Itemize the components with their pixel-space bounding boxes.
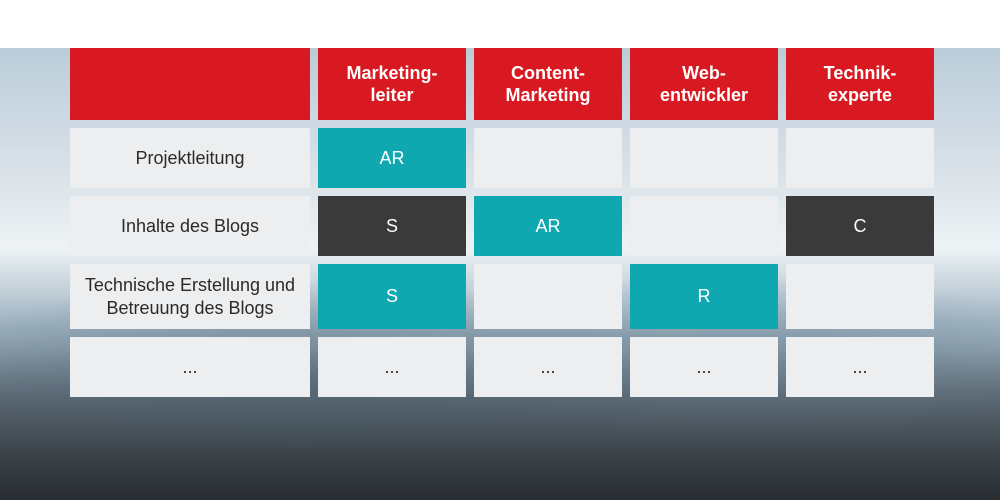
value-cell-r1-c2 <box>630 196 778 256</box>
header-col-2: Content- Marketing <box>474 48 622 120</box>
value-cell-r2-c3 <box>786 264 934 329</box>
raci-matrix: Marketing- leiterContent- MarketingWeb- … <box>70 48 930 397</box>
table-row: ProjektleitungAR <box>70 128 934 188</box>
value-cell-r3-c1: ... <box>474 337 622 397</box>
value-cell-r1-c1: AR <box>474 196 622 256</box>
task-cell: ... <box>70 337 310 397</box>
header-col-4: Technik- experte <box>786 48 934 120</box>
value-cell-r2-c2: R <box>630 264 778 329</box>
table-row: ............... <box>70 337 934 397</box>
value-cell-r3-c3: ... <box>786 337 934 397</box>
table-row: Inhalte des BlogsSAR C <box>70 196 934 256</box>
task-cell: Projektleitung <box>70 128 310 188</box>
value-cell-r3-c2: ... <box>630 337 778 397</box>
value-cell-r2-c1 <box>474 264 622 329</box>
value-cell-r0-c0: AR <box>318 128 466 188</box>
value-cell-r0-c3 <box>786 128 934 188</box>
header-row: Marketing- leiterContent- MarketingWeb- … <box>70 48 934 120</box>
value-cell-r0-c1 <box>474 128 622 188</box>
value-cell-r3-c0: ... <box>318 337 466 397</box>
value-cell-r1-c0: S <box>318 196 466 256</box>
task-cell: Inhalte des Blogs <box>70 196 310 256</box>
value-cell-r1-c3: C <box>786 196 934 256</box>
header-col-3: Web- entwickler <box>630 48 778 120</box>
task-cell: Technische Erstellung und Betreuung des … <box>70 264 310 329</box>
value-cell-r0-c2 <box>630 128 778 188</box>
header-col-1: Marketing- leiter <box>318 48 466 120</box>
header-empty <box>70 48 310 120</box>
value-cell-r2-c0: S <box>318 264 466 329</box>
table-row: Technische Erstellung und Betreuung des … <box>70 264 934 329</box>
